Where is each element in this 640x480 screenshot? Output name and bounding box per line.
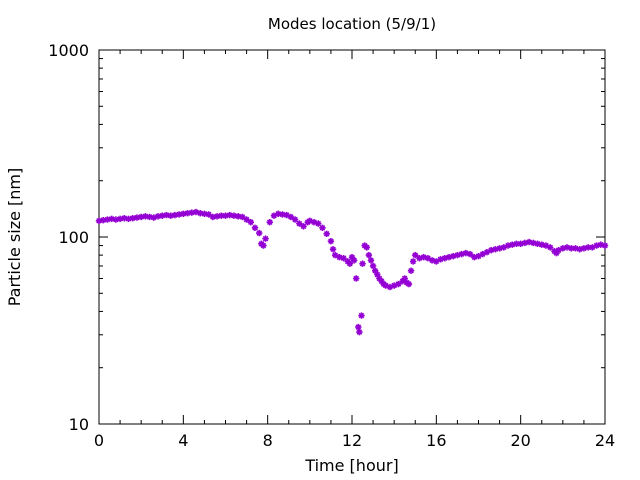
data-point <box>367 257 375 264</box>
x-tick-label: 0 <box>94 431 104 450</box>
y-tick-labels: 10 100 1000 <box>48 41 89 434</box>
data-point <box>340 255 347 262</box>
data-point <box>546 244 554 251</box>
x-axis-label: Time [hour] <box>304 456 398 475</box>
axis-ticks <box>98 49 606 425</box>
data-point <box>329 246 337 253</box>
data-point <box>296 220 303 227</box>
data-point <box>188 209 195 216</box>
data-point <box>466 250 474 258</box>
data-point <box>256 229 263 237</box>
data-point <box>137 213 145 221</box>
y-axis-label: Particle size [nm] <box>5 168 24 307</box>
data-point <box>390 282 398 289</box>
x-tick-label: 16 <box>426 431 446 450</box>
x-tick-label: 12 <box>342 431 362 450</box>
data-point <box>247 218 254 226</box>
data-point <box>589 244 596 251</box>
data-point <box>365 251 373 259</box>
x-tick-label: 8 <box>263 431 273 450</box>
data-point <box>534 240 541 247</box>
data-point <box>356 328 363 336</box>
data-point <box>125 215 132 223</box>
plot-frame <box>98 49 606 425</box>
data-point <box>251 224 259 231</box>
x-tick-label: 20 <box>510 431 530 450</box>
x-tick-labels: 0 4 8 12 16 20 24 <box>94 431 615 450</box>
data-point <box>504 242 512 249</box>
data-point <box>323 230 330 238</box>
data-point <box>129 215 136 222</box>
data-point <box>243 216 250 223</box>
x-tick-label: 4 <box>178 431 188 450</box>
data-point <box>496 245 503 252</box>
data-point <box>513 240 520 247</box>
x-tick-label: 24 <box>595 431 615 450</box>
data-point <box>350 257 358 264</box>
data-point <box>260 242 267 249</box>
data-point <box>327 237 335 245</box>
data-point <box>405 280 413 288</box>
data-point <box>359 260 366 267</box>
data-point <box>363 244 370 251</box>
data-point <box>353 275 360 282</box>
data-point <box>355 323 362 331</box>
data-point <box>262 235 269 242</box>
y-tick-label: 1000 <box>48 41 89 60</box>
data-points <box>95 208 609 336</box>
data-point <box>369 262 377 270</box>
data-point <box>346 260 354 267</box>
data-point <box>175 211 183 218</box>
data-point <box>197 210 204 217</box>
data-point <box>409 258 417 265</box>
data-point <box>226 211 233 219</box>
data-point <box>572 245 579 252</box>
data-point <box>239 213 246 221</box>
y-tick-label: 100 <box>58 228 89 247</box>
data-point <box>395 280 402 288</box>
data-point <box>201 210 208 218</box>
data-point <box>601 242 609 249</box>
data-point <box>319 224 326 231</box>
data-point <box>287 213 295 221</box>
data-point <box>300 223 307 230</box>
data-point <box>279 211 286 218</box>
data-point <box>291 216 299 223</box>
chart-title: Modes location (5/9/1) <box>268 15 436 33</box>
data-point <box>336 253 343 261</box>
data-point <box>266 218 273 226</box>
data-point <box>358 312 365 319</box>
data-point <box>568 245 575 252</box>
data-point <box>205 211 212 218</box>
data-point <box>167 212 174 219</box>
data-point <box>315 220 322 227</box>
y-tick-label: 10 <box>69 415 89 434</box>
data-point <box>407 267 415 274</box>
data-point <box>108 215 115 223</box>
data-point <box>530 239 537 247</box>
